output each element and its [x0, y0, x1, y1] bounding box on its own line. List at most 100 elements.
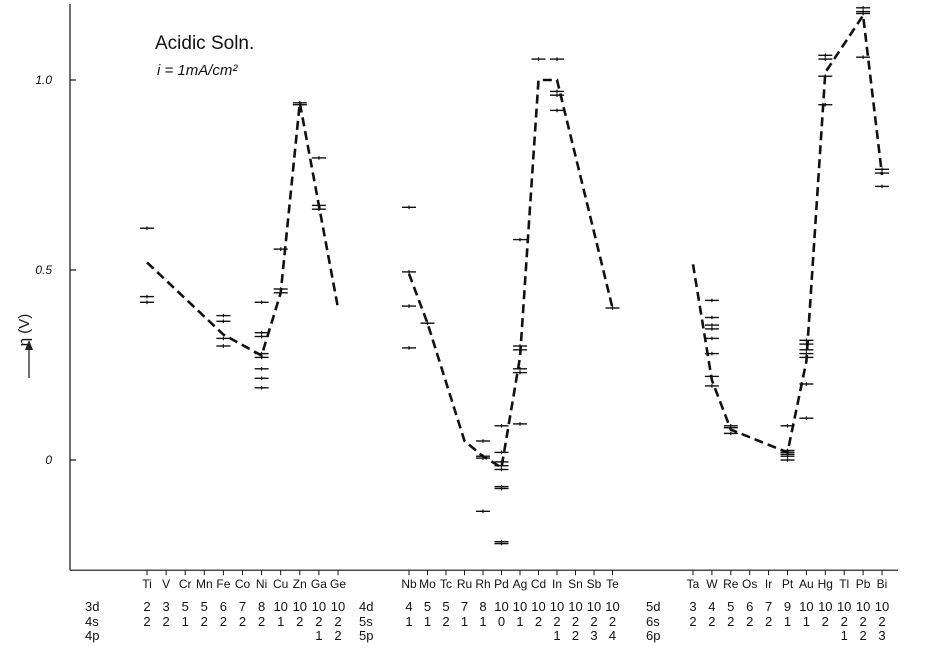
config-cell: 2 [822, 614, 829, 629]
element-label: Nb [401, 577, 417, 591]
element-label: Re [723, 577, 739, 591]
element-label: Co [235, 577, 251, 591]
y-axis-label-group: η (V) [16, 314, 33, 378]
element-label: Ti [142, 577, 152, 591]
element-label: Os [742, 577, 757, 591]
config-cell: 10 [875, 599, 889, 614]
config-cell: 2 [841, 614, 848, 629]
config-cell: 1 [424, 614, 431, 629]
config-cell: 5 [442, 599, 449, 614]
element-label: Bi [877, 577, 888, 591]
config-cell: 2 [201, 614, 208, 629]
element-label: Cu [273, 577, 288, 591]
config-cell: 1 [277, 614, 284, 629]
config-cell: 7 [765, 599, 772, 614]
config-cell: 1 [784, 614, 791, 629]
config-cell: 2 [334, 614, 341, 629]
config-cell: 2 [239, 614, 246, 629]
config-row-label: 5s [359, 614, 373, 629]
config-cell: 4 [609, 628, 616, 643]
config-cell: 4 [708, 599, 715, 614]
config-cell: 10 [531, 599, 545, 614]
trend-lines [146, 11, 884, 470]
config-cell: 2 [553, 614, 560, 629]
chart-title-block: Acidic Soln. i = 1mA/cm² [155, 33, 254, 79]
config-cell: 2 [727, 614, 734, 629]
config-cell: 1 [182, 614, 189, 629]
element-label: Zn [293, 577, 307, 591]
config-cell: 2 [296, 614, 303, 629]
config-cell: 2 [859, 614, 866, 629]
config-cell: 1 [479, 614, 486, 629]
config-cell: 2 [859, 628, 866, 643]
config-cell: 3 [162, 599, 169, 614]
element-label: Cd [531, 577, 546, 591]
config-cell: 5 [201, 599, 208, 614]
config-cell: 10 [312, 599, 326, 614]
config-cell: 10 [513, 599, 527, 614]
element-label: Sb [587, 577, 602, 591]
config-cell: 10 [837, 599, 851, 614]
element-label: Tc [440, 577, 452, 591]
config-row-label: 3d [85, 599, 99, 614]
element-label: In [552, 577, 562, 591]
config-cell: 1 [553, 628, 560, 643]
element-label: Fe [216, 577, 230, 591]
element-label: Pb [856, 577, 871, 591]
config-cell: 10 [273, 599, 287, 614]
element-label: Mo [419, 577, 436, 591]
config-cell: 10 [818, 599, 832, 614]
config-cell: 0 [498, 614, 505, 629]
config-cell: 2 [143, 599, 150, 614]
config-cell: 2 [162, 614, 169, 629]
config-cell: 2 [220, 614, 227, 629]
config-row-label: 4p [85, 628, 99, 643]
config-cell: 10 [587, 599, 601, 614]
config-cell: 1 [461, 614, 468, 629]
config-cell: 2 [258, 614, 265, 629]
config-row-label: 6p [646, 628, 660, 643]
y-tick-label: 0 [45, 453, 52, 467]
element-label: Ni [256, 577, 267, 591]
element-label: Ag [513, 577, 528, 591]
config-cell: 2 [590, 614, 597, 629]
chart-subtitle: i = 1mA/cm² [157, 62, 238, 79]
config-cell: 10 [293, 599, 307, 614]
config-cell: 1 [405, 614, 412, 629]
config-cell: 5 [182, 599, 189, 614]
config-cell: 3 [689, 599, 696, 614]
config-cell: 10 [568, 599, 582, 614]
config-cell: 4 [405, 599, 412, 614]
element-label: Pt [782, 577, 794, 591]
axes: 0 0.5 1.0 [35, 4, 898, 576]
config-cell: 2 [143, 614, 150, 629]
trend-line-group-2 [407, 78, 614, 470]
element-label: Au [799, 577, 814, 591]
config-cell: 2 [315, 614, 322, 629]
element-labels: Ti V Cr Mn Fe Co Ni Cu Zn Ga Ge Nb Mo Tc Ru Rh Pd Ag Cd In S… [142, 577, 887, 591]
config-cell: 8 [258, 599, 265, 614]
element-label: Pd [494, 577, 509, 591]
y-tick-label: 1.0 [35, 73, 52, 87]
config-row-label: 6s [646, 614, 660, 629]
config-cell: 7 [461, 599, 468, 614]
element-label: Te [606, 577, 619, 591]
element-label: Hg [818, 577, 833, 591]
config-cell: 5 [727, 599, 734, 614]
config-cell: 3 [590, 628, 597, 643]
config-cell: 2 [535, 614, 542, 629]
y-axis-arrow-head [25, 340, 33, 350]
config-cell: 2 [572, 628, 579, 643]
config-cell: 5 [424, 599, 431, 614]
config-cell: 10 [799, 599, 813, 614]
config-row-label: 5d [646, 599, 660, 614]
trend-line-group-1 [146, 102, 340, 358]
config-cell: 10 [331, 599, 345, 614]
config-cell: 3 [878, 628, 885, 643]
config-cell: 1 [315, 628, 322, 643]
config-cell: 8 [479, 599, 486, 614]
element-label: Rh [475, 577, 490, 591]
config-cell: 6 [746, 599, 753, 614]
config-cell: 2 [609, 614, 616, 629]
